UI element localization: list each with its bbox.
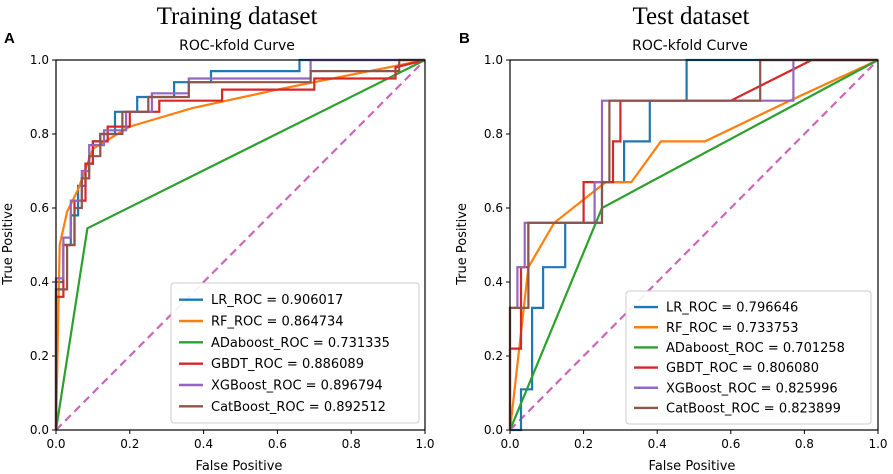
chart-b-series-line-rf bbox=[508, 59, 879, 431]
chart-a-x-tick-label: 0.0 bbox=[46, 437, 65, 451]
chart-b-legend-label: ADaboost_ROC = 0.701258 bbox=[666, 341, 845, 356]
chart-a-legend-label: GBDT_ROC = 0.886089 bbox=[211, 357, 364, 372]
chart-a-series-line-catboost bbox=[54, 58, 425, 430]
chart-a-title: ROC-kfold Curve bbox=[179, 38, 295, 54]
chart-b-x-tick-label: 0.2 bbox=[574, 437, 593, 451]
chart-b-legend-label: XGBoost_ROC = 0.825996 bbox=[666, 381, 838, 396]
chart-b-x-tick-label: 0.8 bbox=[795, 437, 814, 451]
chart-b-legend: LR_ROC = 0.796646 RF_ROC = 0.733753 ADaboo… bbox=[625, 290, 872, 425]
chart-b-y-tick-label: 0.6 bbox=[484, 201, 503, 215]
chart-b-legend-label: LR_ROC = 0.796646 bbox=[666, 301, 798, 316]
chart-a-legend-label: ADaboost_ROC = 0.731335 bbox=[211, 336, 390, 351]
chart-a-legend-label: LR_ROC = 0.906017 bbox=[211, 293, 343, 308]
chart-a-legend-label: CatBoost_ROC = 0.892512 bbox=[211, 400, 386, 415]
chart-b-y-tick-label: 0.8 bbox=[484, 127, 503, 141]
chart-b-x-tick-label: 1.0 bbox=[868, 437, 887, 451]
panel-b-label: B bbox=[459, 30, 470, 47]
chart-b-title: ROC-kfold Curve bbox=[632, 38, 748, 54]
chart-a-y-tick-label: 0.6 bbox=[30, 201, 49, 215]
chart-b-y-tick-label: 0.2 bbox=[484, 349, 503, 363]
chart-b-legend-box bbox=[625, 290, 872, 425]
chart-b-plot-frame bbox=[509, 59, 879, 431]
chart-a-x-tick-label: 0.8 bbox=[342, 437, 361, 451]
chart-a-y-tick-label: 1.0 bbox=[30, 53, 49, 67]
chart-a-series-line-adaboost bbox=[54, 59, 426, 431]
chart-b-x-tick-label: 0.6 bbox=[721, 437, 740, 451]
chart-a-legend-label: RF_ROC = 0.864734 bbox=[211, 315, 344, 330]
chart-a-x-tick-label: 0.2 bbox=[120, 437, 139, 451]
chart-a-y-tick-label: 0.0 bbox=[30, 423, 49, 437]
chart-b-y-tick-label: 0.4 bbox=[484, 275, 503, 289]
chart-a-y-tick-label: 0.8 bbox=[30, 127, 49, 141]
chart-a-plot-frame bbox=[55, 59, 426, 431]
chart-a-x-tick-label: 1.0 bbox=[415, 437, 434, 451]
panel-test: Test dataset B ROC-kfold Curve False Pos… bbox=[455, 3, 888, 474]
chart-a-x-tick-label: 0.4 bbox=[194, 437, 213, 451]
chart-b-x-tick-label: 0.4 bbox=[648, 437, 667, 451]
test-dataset-header: Test dataset bbox=[633, 3, 750, 30]
chart-a-legend: LR_ROC = 0.906017 RF_ROC = 0.864734 ADaboo… bbox=[170, 282, 420, 424]
chart-a-x-axis-label: False Positive bbox=[196, 459, 283, 474]
chart-b-y-axis-label: True Positive bbox=[455, 203, 470, 286]
chart-b-legend-label: GBDT_ROC = 0.806080 bbox=[666, 361, 819, 376]
panel-a-label: A bbox=[4, 30, 15, 47]
chart-b-x-tick-label: 0.0 bbox=[500, 437, 519, 451]
chart-a-legend-box bbox=[170, 282, 420, 424]
chart-a-y-axis-label: True Positive bbox=[1, 203, 16, 286]
chart-b-y-tick-label: 1.0 bbox=[484, 53, 503, 67]
chart-b-reference-diagonal bbox=[509, 59, 879, 431]
chart-b-legend-label: CatBoost_ROC = 0.823899 bbox=[666, 401, 841, 416]
chart-a-series-line-rf bbox=[54, 58, 426, 431]
chart-a-x-tick-label: 0.6 bbox=[268, 437, 287, 451]
chart-b-series-line-catboost bbox=[508, 58, 878, 430]
chart-b-legend-label: RF_ROC = 0.733753 bbox=[666, 321, 799, 336]
chart-b-x-axis-label: False Positive bbox=[649, 459, 736, 474]
chart-a-reference-diagonal bbox=[55, 59, 426, 431]
training-dataset-header: Training dataset bbox=[157, 3, 318, 30]
chart-a-legend-label: XGBoost_ROC = 0.896794 bbox=[211, 379, 383, 394]
chart-a-y-tick-label: 0.2 bbox=[30, 349, 49, 363]
chart-a-y-tick-label: 0.4 bbox=[30, 275, 49, 289]
chart-b-y-tick-label: 0.0 bbox=[484, 423, 503, 437]
panel-training: Training dataset A ROC-kfold Curve False… bbox=[1, 3, 435, 474]
